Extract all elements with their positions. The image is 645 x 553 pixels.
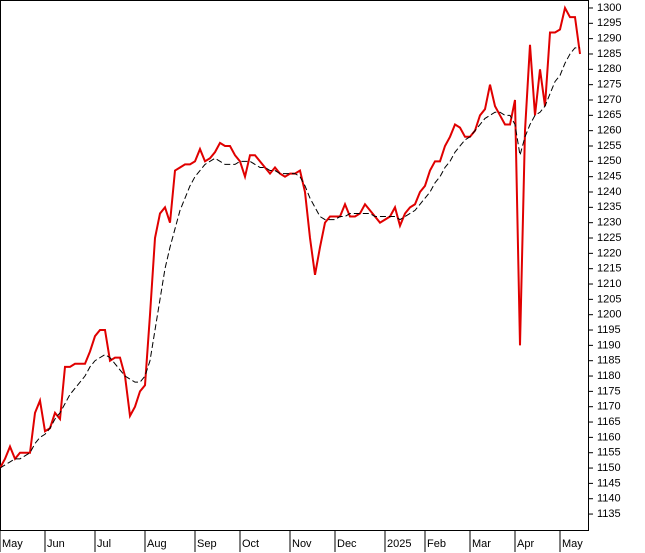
y-tick-label: 1240 bbox=[597, 186, 621, 198]
y-tick-label: 1210 bbox=[597, 278, 621, 290]
series-line bbox=[0, 47, 580, 469]
y-tick-label: 1250 bbox=[597, 155, 621, 167]
y-tick-label: 1235 bbox=[597, 201, 621, 213]
y-tick-label: 1190 bbox=[597, 339, 621, 351]
y-tick-label: 1245 bbox=[597, 171, 621, 183]
x-tick-label: Jun bbox=[47, 538, 65, 550]
x-tick-label: Nov bbox=[292, 538, 312, 550]
x-tick-label: Aug bbox=[147, 538, 167, 550]
y-tick-label: 1290 bbox=[597, 33, 621, 45]
x-tick-label: Apr bbox=[517, 538, 534, 550]
x-tick-label: Feb bbox=[427, 538, 446, 550]
plot-frame bbox=[0, 0, 589, 531]
y-tick-label: 1170 bbox=[597, 401, 621, 413]
y-tick-label: 1135 bbox=[597, 508, 621, 520]
y-tick-label: 1180 bbox=[597, 370, 621, 382]
x-tick-label: Jul bbox=[97, 538, 111, 550]
y-tick-label: 1200 bbox=[597, 309, 621, 321]
y-tick-label: 1255 bbox=[597, 140, 621, 152]
y-tick-label: 1195 bbox=[597, 324, 621, 336]
x-tick-label: Dec bbox=[337, 538, 357, 550]
y-tick-label: 1175 bbox=[597, 385, 621, 397]
y-tick-label: 1295 bbox=[597, 17, 621, 29]
y-tick-label: 1150 bbox=[597, 462, 621, 474]
y-tick-label: 1285 bbox=[597, 48, 621, 60]
y-tick-label: 1300 bbox=[597, 2, 621, 14]
y-tick-label: 1185 bbox=[597, 355, 621, 367]
x-tick-label: Sep bbox=[197, 538, 217, 550]
y-tick-label: 1215 bbox=[597, 263, 621, 275]
y-tick-label: 1265 bbox=[597, 109, 621, 121]
y-tick-label: 1275 bbox=[597, 79, 621, 91]
y-tick-label: 1225 bbox=[597, 232, 621, 244]
y-tick-label: 1160 bbox=[597, 431, 621, 443]
y-tick-label: 1145 bbox=[597, 477, 621, 489]
y-tick-label: 1155 bbox=[597, 447, 621, 459]
y-tick-label: 1205 bbox=[597, 293, 621, 305]
y-tick-label: 1220 bbox=[597, 247, 621, 259]
y-tick-label: 1140 bbox=[597, 493, 621, 505]
x-tick-label: Mar bbox=[472, 538, 491, 550]
y-tick-label: 1280 bbox=[597, 63, 621, 75]
x-tick-label: 2025 bbox=[387, 538, 411, 550]
y-tick-label: 1165 bbox=[597, 416, 621, 428]
x-tick-label: May bbox=[2, 538, 23, 550]
x-tick-label: Oct bbox=[242, 538, 259, 550]
y-tick-label: 1230 bbox=[597, 217, 621, 229]
y-tick-label: 1270 bbox=[597, 94, 621, 106]
y-tick-label: 1260 bbox=[597, 125, 621, 137]
x-tick-label: May bbox=[562, 538, 583, 550]
series-line bbox=[0, 5, 581, 469]
